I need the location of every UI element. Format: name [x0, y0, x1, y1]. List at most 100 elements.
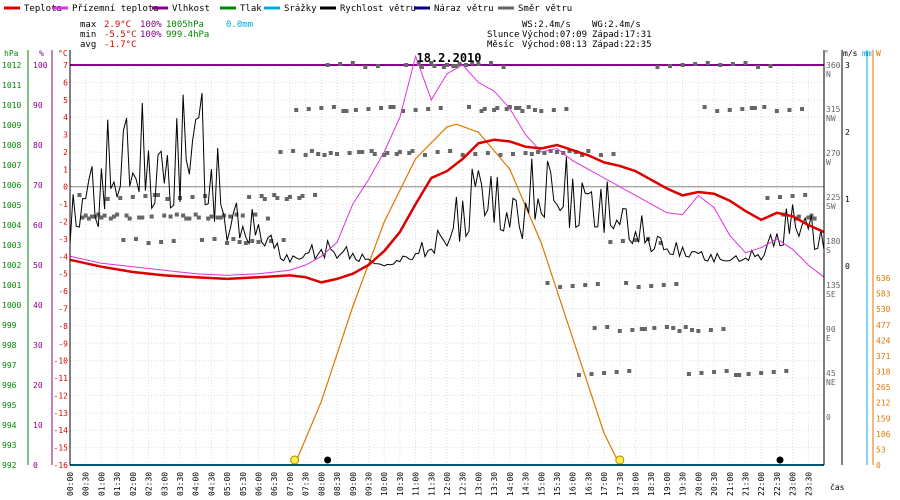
wind-dir-tick-label: 315 — [826, 105, 841, 114]
humidity-tick-label: 10 — [33, 421, 43, 430]
temperature-tick-label: -14 — [54, 426, 69, 435]
wind-dir-point — [617, 329, 622, 333]
wind-dir-point — [800, 107, 805, 111]
time-tick-label: 23:00 — [789, 472, 798, 496]
compass-label: NW — [826, 114, 836, 123]
time-tick-label: 09:00 — [349, 472, 358, 496]
wind-dir-point — [683, 325, 688, 329]
wind-dir-point — [322, 153, 327, 157]
wind-dir-point — [80, 215, 85, 220]
legend-label-temperature: Teplota — [24, 4, 62, 14]
wind-dir-point — [127, 216, 132, 221]
time-tick-label: 14:30 — [522, 472, 531, 496]
stats-panel: max 2.9°C 100% 1005hPa 0.0mm min -5.5°C … — [80, 20, 253, 50]
temperature-tick-label: -11 — [54, 374, 69, 383]
time-tick-label: 01:00 — [97, 472, 106, 496]
stat-max-hum: 100% — [140, 20, 162, 30]
wind-dir-point — [369, 149, 374, 153]
wind-dir-point — [350, 61, 355, 65]
time-tick-label: 18:30 — [647, 472, 656, 496]
wind-dir-point — [215, 215, 220, 220]
time-tick-label: 16:00 — [569, 472, 578, 496]
temperature-tick-label: -10 — [54, 357, 69, 366]
legend-label-precip: Srážky — [284, 4, 317, 14]
unit-pct: % — [39, 49, 44, 58]
temperature-tick-label: -5 — [58, 270, 68, 279]
sun-moon-info: WS:2.4m/s WG:2.4m/s Slunce Východ:07:09 … — [487, 20, 652, 50]
wind-dir-point — [297, 196, 302, 200]
wind-dir-point — [105, 197, 110, 201]
humidity-tick-label: 70 — [33, 181, 43, 190]
sun-rise: Východ:07:09 — [522, 30, 587, 40]
wind-dir-point — [89, 214, 94, 219]
wind-dir-point — [539, 109, 544, 113]
wind-speed-tick-label: 0 — [845, 262, 850, 271]
wind-dir-point — [743, 61, 748, 65]
wind-dir-point — [432, 64, 437, 68]
time-tick-label: 21:00 — [726, 472, 735, 496]
time-tick-label: 02:00 — [129, 472, 138, 496]
temperature-tick-label: -15 — [54, 444, 69, 453]
wind-dir-point — [784, 369, 789, 373]
solar-tick-label: 371 — [876, 352, 891, 361]
stat-min-label: min — [80, 30, 96, 40]
wind-dir-point — [463, 63, 468, 67]
sun-set: Západ:17:31 — [592, 30, 652, 40]
time-tick-label: 11:30 — [427, 472, 436, 496]
wind-dir-point — [247, 195, 252, 199]
wind-dir-point — [595, 282, 600, 286]
wind-dir-point — [184, 216, 189, 221]
wind-dir-point — [466, 105, 471, 109]
wind-dir-point — [630, 328, 635, 332]
time-tick-label: 00:30 — [82, 472, 91, 496]
wind-dir-point — [121, 238, 126, 242]
wind-dir-point — [564, 107, 569, 111]
pressure-tick-label: 998 — [2, 341, 17, 350]
chart-title: 18.2.2010 — [416, 51, 481, 65]
wind-dir-point — [419, 65, 424, 69]
pressure-tick-label: 994 — [2, 421, 17, 430]
pressure-tick-label: 1004 — [2, 221, 21, 230]
wind-dir-point — [272, 193, 277, 197]
wind-dir-point — [102, 213, 107, 218]
time-tick-label: 19:30 — [679, 472, 688, 496]
wind-dir-point — [291, 149, 296, 153]
wind-dir-point — [589, 372, 594, 376]
sun-label: Slunce — [487, 30, 520, 40]
wind-dir-point — [118, 196, 123, 200]
wind-dir-point — [309, 149, 314, 153]
wind-dir-point — [253, 212, 258, 217]
solar-tick-label: 265 — [876, 383, 891, 392]
pressure-tick-label: 993 — [2, 441, 17, 450]
wind-dir-point — [768, 64, 773, 68]
wind-dir-point — [99, 215, 104, 220]
wind-dir-point — [243, 241, 248, 245]
wind-dir-point — [448, 149, 453, 153]
time-tick-label: 19:00 — [663, 472, 672, 496]
wind-dir-point — [325, 63, 330, 67]
wind-dir-point — [300, 194, 305, 198]
solar-tick-label: 106 — [876, 430, 891, 439]
wind-dir-point — [357, 150, 362, 154]
time-tick-label: 11:00 — [412, 472, 421, 496]
solar-tick-label: 583 — [876, 290, 891, 299]
wind-dir-point — [165, 197, 170, 201]
time-tick-label: 08:30 — [333, 472, 342, 496]
wind-dir-point — [187, 216, 192, 221]
wind-dir-point — [749, 106, 754, 110]
stat-min-hum: 100% — [140, 30, 162, 40]
wind-dir-point — [174, 212, 179, 217]
time-tick-label: 01:30 — [113, 472, 122, 496]
stat-avg-temp: -1.7°C — [104, 40, 137, 50]
wind-dir-point — [787, 108, 792, 112]
humidity-tick-label: 50 — [33, 261, 43, 270]
wind-dir-point — [426, 107, 431, 111]
wind-dir-point — [240, 213, 245, 218]
wind-dir-point — [514, 106, 519, 110]
wind-dir-point — [542, 151, 547, 155]
wind-dir-point — [661, 283, 666, 287]
humidity-tick-label: 90 — [33, 101, 43, 110]
solar-tick-label: 477 — [876, 321, 891, 330]
wind-dir-point — [96, 212, 101, 217]
legend: Teplota Přízemní teplota Vlhkost Tlak Srážky… — [4, 4, 572, 14]
